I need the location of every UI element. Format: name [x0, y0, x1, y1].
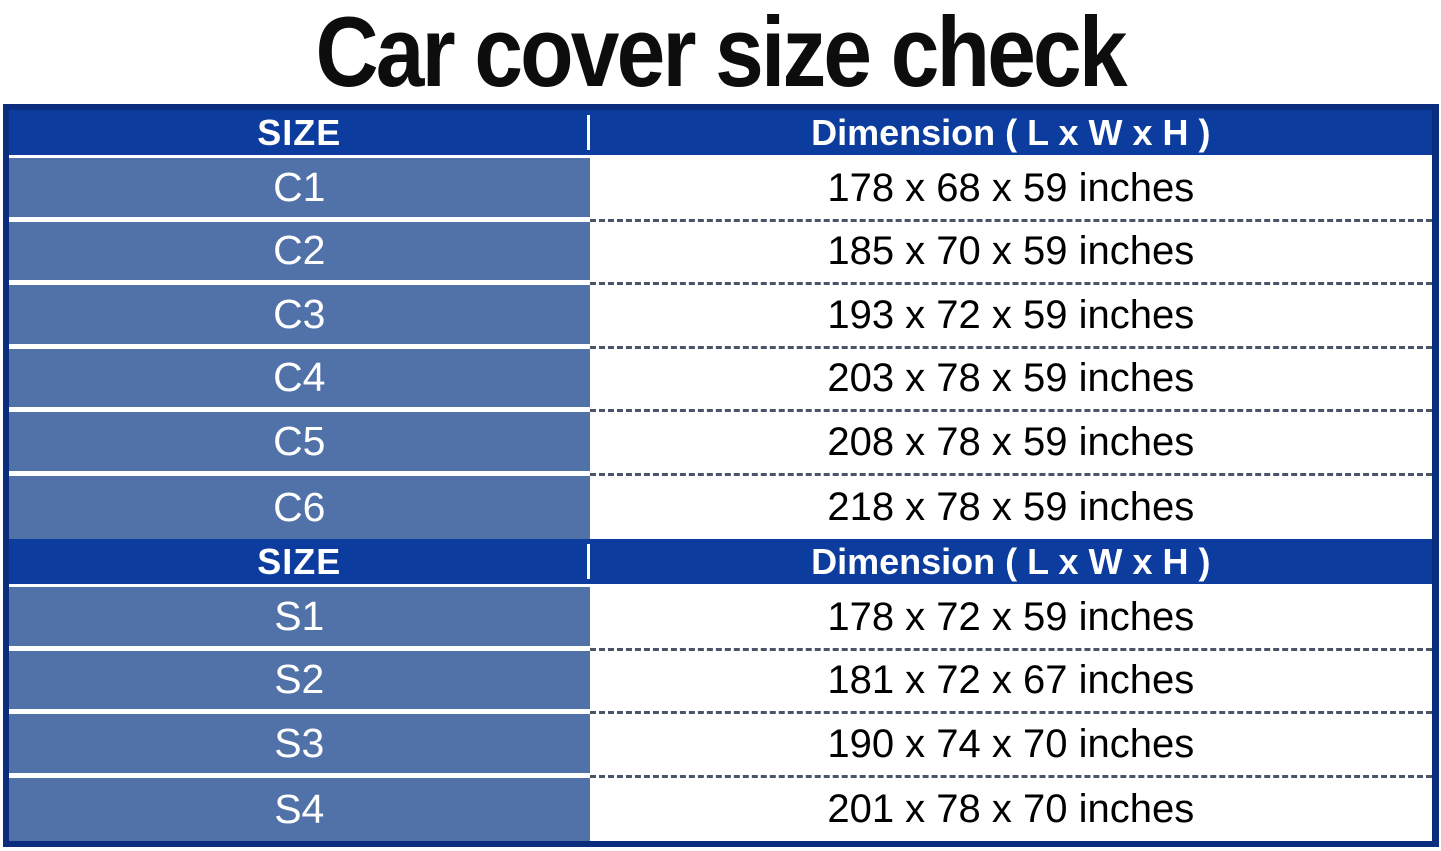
dimension-cell: 208 x 78 x 59 inches [589, 412, 1432, 476]
size-cell: C3 [9, 285, 590, 349]
page-title: Car cover size check [315, 0, 1128, 108]
table-row: C5 208 x 78 x 59 inches [9, 412, 1432, 476]
table-row: S3 190 x 74 x 70 inches [9, 714, 1432, 778]
table-row: S2 181 x 72 x 67 inches [9, 650, 1432, 714]
size-cell: C2 [9, 221, 590, 285]
size-cell: C6 [9, 475, 590, 539]
size-cell: S3 [9, 714, 590, 778]
dimension-cell: 218 x 78 x 59 inches [589, 475, 1432, 539]
size-cell: C1 [9, 158, 590, 222]
title-bar: Car cover size check [0, 0, 1441, 107]
table-row: S4 201 x 78 x 70 inches [9, 777, 1432, 841]
header-cell-size: SIZE [9, 110, 590, 155]
dimension-cell: 193 x 72 x 59 inches [589, 285, 1432, 349]
header-size-label: SIZE [257, 540, 342, 582]
table-row: C4 203 x 78 x 59 inches [9, 348, 1432, 412]
dimension-cell: 178 x 68 x 59 inches [589, 158, 1432, 222]
dimension-cell: 190 x 74 x 70 inches [589, 714, 1432, 778]
table-row: C2 185 x 70 x 59 inches [9, 221, 1432, 285]
table-header-c: SIZE Dimension ( L x W x H ) [9, 110, 1432, 158]
size-cell: S4 [9, 777, 590, 841]
table-row: C1 178 x 68 x 59 inches [9, 158, 1432, 222]
dimension-cell: 185 x 70 x 59 inches [589, 221, 1432, 285]
dimension-cell: 178 x 72 x 59 inches [589, 587, 1432, 651]
table-row: S1 178 x 72 x 59 inches [9, 587, 1432, 651]
table-row: C6 218 x 78 x 59 inches [9, 475, 1432, 539]
dimension-cell: 203 x 78 x 59 inches [589, 348, 1432, 412]
dimension-cell: 181 x 72 x 67 inches [589, 650, 1432, 714]
dimension-cell: 201 x 78 x 70 inches [589, 777, 1432, 841]
header-size-label: SIZE [257, 111, 342, 153]
header-column-divider [586, 544, 590, 579]
header-cell-dimension: Dimension ( L x W x H ) [811, 111, 1211, 153]
size-cell: S2 [9, 650, 590, 714]
size-table: SIZE Dimension ( L x W x H ) C1 178 x 68… [3, 104, 1439, 847]
header-column-divider [586, 115, 590, 150]
header-cell-size: SIZE [9, 539, 590, 584]
table-header-s: SIZE Dimension ( L x W x H ) [9, 539, 1432, 587]
size-cell: C5 [9, 412, 590, 476]
table-row: C3 193 x 72 x 59 inches [9, 285, 1432, 349]
header-cell-dimension: Dimension ( L x W x H ) [811, 540, 1211, 582]
size-cell: C4 [9, 348, 590, 412]
size-cell: S1 [9, 587, 590, 651]
